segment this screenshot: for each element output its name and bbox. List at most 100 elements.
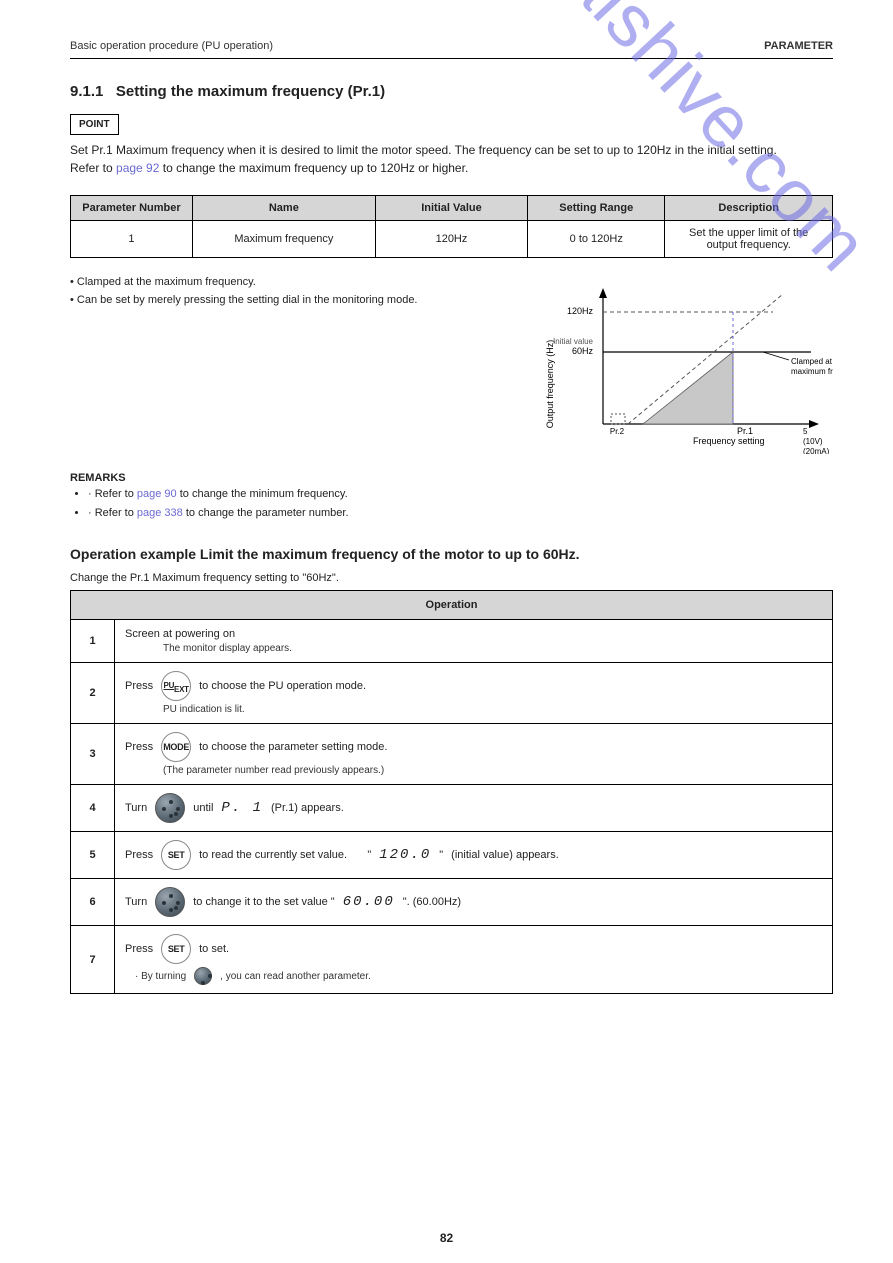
- param-desc: Set the upper limit of the output freque…: [665, 221, 833, 258]
- step-number: 5: [71, 832, 115, 879]
- point-label: POINT: [70, 114, 119, 135]
- remark-link[interactable]: page 338: [137, 507, 183, 519]
- left-note-2: Can be set by merely pressing the settin…: [77, 294, 418, 306]
- ref-pre: Refer to: [70, 161, 113, 175]
- param-col-name: Name: [192, 196, 375, 221]
- svg-text:(20mA): (20mA): [803, 447, 830, 454]
- segment-display: 120.0: [379, 847, 431, 863]
- table-row: 7 Press SET to set. · By turning , you c…: [71, 926, 833, 994]
- step-sub: PU indication is lit.: [125, 704, 822, 715]
- y-axis-label: Output frequency (Hz): [545, 340, 555, 429]
- example-heading: Operation example Limit the maximum freq…: [70, 546, 833, 562]
- remarks-label: REMARKS: [70, 472, 833, 484]
- step-text-before: Press: [125, 849, 153, 861]
- step-text-before: Turn: [125, 802, 147, 814]
- step-tail: ". (60.00Hz): [403, 896, 461, 908]
- step-number: 7: [71, 926, 115, 994]
- remark-pre: · Refer to: [88, 507, 137, 519]
- param-range: 0 to 120Hz: [528, 221, 665, 258]
- svg-text:(10V): (10V): [803, 437, 823, 446]
- step-text-before: Press: [125, 741, 153, 753]
- header-left-text: Basic operation procedure (PU operation): [70, 40, 273, 52]
- dial-icon: [155, 887, 185, 917]
- section-number: 9.1.1: [70, 83, 103, 100]
- svg-text:maximum frequency: maximum frequency: [791, 367, 833, 376]
- param-initial: 120Hz: [375, 221, 527, 258]
- list-item: · Refer to page 90 to change the minimum…: [88, 486, 833, 503]
- step-text-after: to set.: [199, 943, 229, 955]
- step-number: 4: [71, 785, 115, 832]
- step-text-before: Press: [125, 943, 153, 955]
- ops-header: Operation: [71, 591, 833, 620]
- param-name: Maximum frequency: [192, 221, 375, 258]
- remark-post: to change the parameter number.: [183, 507, 349, 519]
- table-row: 3 Press MODE to choose the parameter set…: [71, 724, 833, 785]
- ref-page-link[interactable]: page 92: [116, 161, 159, 175]
- step-number: 1: [71, 620, 115, 663]
- point-block: POINT Set Pr.1 Maximum frequency when it…: [70, 114, 833, 177]
- svg-text:Frequency setting: Frequency setting: [693, 436, 765, 446]
- page-header: Basic operation procedure (PU operation)…: [70, 40, 833, 52]
- step-tail: (Pr.1) appears.: [271, 802, 344, 814]
- left-note-1: Clamped at the maximum frequency.: [77, 276, 256, 288]
- step-text-after: to change it to the set value ": [193, 896, 335, 908]
- param-col-number: Parameter Number: [71, 196, 193, 221]
- set-button-icon: SET: [161, 840, 191, 870]
- svg-text:Initial value: Initial value: [553, 337, 594, 346]
- step-text-before: Turn: [125, 896, 147, 908]
- segment-display: 60.00: [343, 894, 395, 910]
- step-number: 2: [71, 663, 115, 724]
- header-right-label: PARAMETER: [764, 40, 833, 52]
- parameter-table: Parameter Number Name Initial Value Sett…: [70, 195, 833, 258]
- two-column-region: • Clamped at the maximum frequency. • Ca…: [70, 274, 833, 454]
- dial-icon: [155, 793, 185, 823]
- param-col-initial: Initial Value: [375, 196, 527, 221]
- table-row: 5 Press SET to read the currently set va…: [71, 832, 833, 879]
- step-text: Screen at powering on: [125, 628, 235, 640]
- pu-ext-button-icon: PUEXT: [161, 671, 191, 701]
- chart-region: Output frequency (Hz) 120Hz 60Hz Initial…: [493, 274, 833, 454]
- set-button-icon: SET: [161, 934, 191, 964]
- point-text: Set Pr.1 Maximum frequency when it is de…: [70, 141, 833, 159]
- step-number: 3: [71, 724, 115, 785]
- frequency-chart: Output frequency (Hz) 120Hz 60Hz Initial…: [493, 274, 833, 454]
- ref-post: to change the maximum frequency up to 12…: [163, 161, 469, 175]
- example-caption: Change the Pr.1 Maximum frequency settin…: [70, 572, 833, 584]
- table-row: 1 Screen at powering on The monitor disp…: [71, 620, 833, 663]
- operation-table: Operation 1 Screen at powering on The mo…: [70, 590, 833, 994]
- remark-link[interactable]: page 90: [137, 488, 177, 500]
- step-number: 6: [71, 879, 115, 926]
- step-text-before: Press: [125, 680, 153, 692]
- param-col-range: Setting Range: [528, 196, 665, 221]
- step-sub: (The parameter number read previously ap…: [125, 765, 822, 776]
- remark-pre: · Refer to: [88, 488, 137, 500]
- svg-text:Pr.1: Pr.1: [737, 426, 753, 436]
- segment-display: P. 1: [221, 800, 263, 816]
- step-text-after: until: [193, 802, 213, 814]
- mode-button-icon: MODE: [161, 732, 191, 762]
- svg-text:Clamped at the: Clamped at the: [791, 357, 833, 366]
- section-title-text: Setting the maximum frequency (Pr.1): [116, 83, 385, 100]
- step-sub: The monitor display appears.: [125, 643, 822, 654]
- table-row: 4 Turn until P. 1 (Pr.1) appears.: [71, 785, 833, 832]
- left-notes: • Clamped at the maximum frequency. • Ca…: [70, 274, 463, 454]
- header-rule: [70, 58, 833, 59]
- param-number: 1: [71, 221, 193, 258]
- y-top-label: 120Hz: [567, 306, 594, 316]
- table-row: 6 Turn to change it to the set value " 60…: [71, 879, 833, 926]
- param-header-row: Parameter Number Name Initial Value Sett…: [71, 196, 833, 221]
- step-text-after: to choose the parameter setting mode.: [199, 741, 387, 753]
- svg-text:Pr.2: Pr.2: [610, 427, 625, 436]
- remarks-list: · Refer to page 90 to change the minimum…: [70, 486, 833, 522]
- section-title: 9.1.1 Setting the maximum frequency (Pr.…: [70, 83, 833, 100]
- step-tail-partial: (initial value) appears.: [451, 849, 559, 861]
- table-row: 1 Maximum frequency 120Hz 0 to 120Hz Set…: [71, 221, 833, 258]
- step-text-after: to read the currently set value.: [199, 849, 347, 861]
- table-row: 2 Press PUEXT to choose the PU operation…: [71, 663, 833, 724]
- y-mid-label: 60Hz: [572, 346, 594, 356]
- step-text-after: to choose the PU operation mode.: [199, 680, 366, 692]
- dial-icon: [194, 967, 212, 985]
- param-col-desc: Description: [665, 196, 833, 221]
- svg-text:5: 5: [803, 427, 808, 436]
- page-number: 82: [440, 1231, 453, 1245]
